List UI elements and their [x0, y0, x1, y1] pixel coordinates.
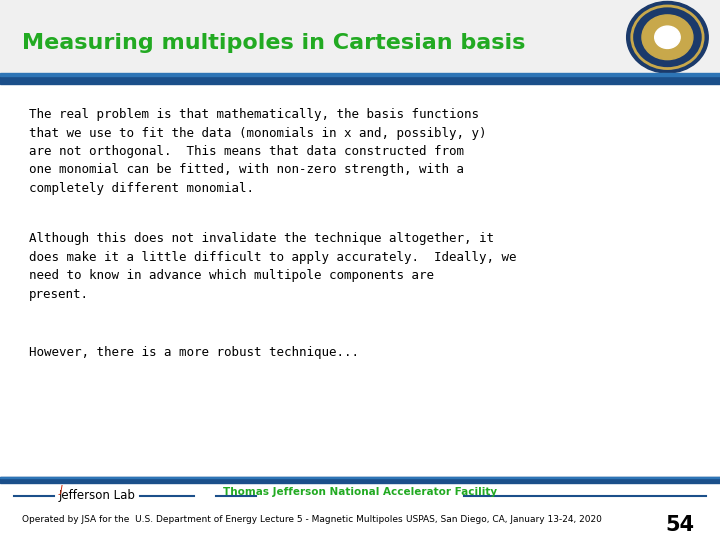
Text: Operated by JSA for the  U.S. Department of Energy: Operated by JSA for the U.S. Department …	[22, 515, 257, 524]
Text: Thomas Jefferson National Accelerator Facility: Thomas Jefferson National Accelerator Fa…	[223, 488, 497, 497]
Circle shape	[642, 15, 693, 59]
Text: J: J	[60, 485, 63, 495]
Circle shape	[626, 2, 708, 73]
Text: 54: 54	[666, 515, 695, 535]
Text: Jefferson Lab: Jefferson Lab	[59, 489, 135, 502]
Text: Lecture 5 - Magnetic Multipoles: Lecture 5 - Magnetic Multipoles	[260, 515, 402, 524]
Text: The real problem is that mathematically, the basis functions
that we use to fit : The real problem is that mathematically,…	[29, 108, 486, 195]
Text: USPAS, San Diego, CA, January 13-24, 2020: USPAS, San Diego, CA, January 13-24, 202…	[406, 515, 602, 524]
Text: However, there is a more robust technique...: However, there is a more robust techniqu…	[29, 346, 359, 359]
Text: Although this does not invalidate the technique altogether, it
does make it a li: Although this does not invalidate the te…	[29, 232, 516, 301]
Text: Measuring multipoles in Cartesian basis: Measuring multipoles in Cartesian basis	[22, 33, 525, 53]
Circle shape	[654, 26, 680, 49]
